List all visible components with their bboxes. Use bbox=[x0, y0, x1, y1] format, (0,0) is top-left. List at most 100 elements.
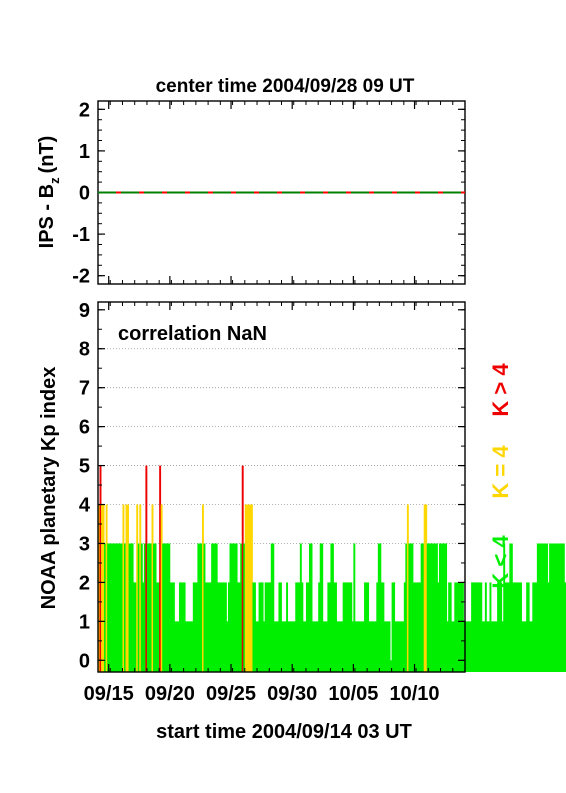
kp-bar bbox=[461, 582, 464, 672]
kp-y-tick-label: 4 bbox=[79, 495, 91, 517]
kp-bar bbox=[286, 582, 289, 672]
kp-bar bbox=[399, 621, 402, 672]
kp-bar bbox=[322, 621, 325, 672]
kp-bar bbox=[208, 582, 211, 672]
kp-bar bbox=[189, 621, 192, 672]
kp-bar bbox=[192, 582, 195, 672]
kp-bar bbox=[347, 582, 350, 672]
kp-bar bbox=[451, 621, 454, 672]
kp-bar bbox=[163, 543, 166, 672]
kp-bar bbox=[394, 621, 397, 672]
kp-bar bbox=[544, 543, 547, 672]
kp-bar bbox=[272, 543, 275, 672]
kp-bar bbox=[406, 504, 409, 672]
kp-bar bbox=[458, 582, 461, 672]
kp-bar bbox=[108, 543, 111, 672]
bz-y-axis-label: IPS - Bz (nT) bbox=[36, 136, 62, 249]
kp-bar bbox=[107, 543, 110, 672]
kp-bar bbox=[520, 582, 522, 672]
kp-bar bbox=[388, 621, 391, 672]
kp-bar bbox=[257, 621, 259, 672]
kp-bar bbox=[333, 582, 336, 672]
kp-bar bbox=[481, 621, 484, 672]
kp-bar bbox=[422, 543, 425, 672]
kp-bar bbox=[133, 582, 136, 672]
kp-bar bbox=[382, 582, 385, 672]
kp-bar bbox=[353, 543, 356, 672]
kp-bar bbox=[102, 504, 105, 672]
kp-bar bbox=[429, 543, 432, 672]
kp-bar bbox=[503, 543, 506, 672]
kp-bar bbox=[113, 543, 116, 672]
kp-bar bbox=[426, 543, 429, 672]
kp-bar bbox=[127, 504, 129, 672]
kp-bar bbox=[252, 582, 255, 672]
kp-bar bbox=[564, 582, 566, 672]
kp-bar bbox=[128, 543, 131, 672]
kp-bar bbox=[556, 543, 559, 672]
kp-bar bbox=[198, 543, 201, 672]
kp-bar bbox=[195, 582, 198, 672]
kp-bar bbox=[513, 582, 516, 672]
bz-y-axis: 2 1 0 -1 -2 bbox=[72, 99, 466, 288]
kp-bar bbox=[449, 582, 452, 672]
kp-bar bbox=[110, 543, 113, 672]
kp-bar bbox=[435, 543, 438, 672]
bz-panel: center time 2004/09/28 09 UT 2 1 0 -1 -2 IPS… bbox=[36, 76, 466, 288]
kp-bar bbox=[338, 621, 341, 672]
kp-bar bbox=[385, 621, 388, 672]
kp-bar bbox=[293, 621, 296, 672]
kp-bar bbox=[460, 582, 463, 672]
kp-bar bbox=[490, 621, 493, 672]
kp-bar bbox=[419, 582, 422, 672]
kp-y-tick-label: 8 bbox=[79, 339, 90, 361]
kp-bar bbox=[428, 543, 431, 672]
kp-bar bbox=[209, 582, 212, 672]
legend-item: K > 4 bbox=[488, 363, 513, 417]
kp-bar bbox=[402, 621, 405, 672]
kp-bar bbox=[312, 621, 315, 672]
kp-bar bbox=[246, 504, 249, 672]
kp-bar bbox=[489, 582, 492, 672]
kp-x-tick-label: 09/30 bbox=[267, 683, 317, 705]
kp-bar bbox=[182, 582, 185, 672]
kp-bar bbox=[374, 621, 377, 672]
kp-bar bbox=[273, 621, 276, 672]
kp-y-tick-label: 9 bbox=[79, 300, 90, 322]
kp-bar bbox=[211, 543, 214, 672]
kp-bar bbox=[425, 504, 428, 672]
kp-bar bbox=[390, 660, 392, 672]
kp-bar bbox=[414, 582, 417, 672]
kp-bar bbox=[535, 582, 538, 672]
kp-bar bbox=[250, 504, 253, 672]
kp-bar bbox=[387, 621, 389, 672]
kp-bar bbox=[558, 543, 561, 672]
kp-bar bbox=[154, 543, 157, 672]
kp-bar bbox=[483, 621, 486, 672]
kp-bar bbox=[255, 621, 258, 672]
kp-bar bbox=[290, 621, 293, 672]
kp-bar bbox=[492, 621, 495, 672]
bz-y-axis-label-subscript: z bbox=[47, 177, 62, 184]
kp-y-tick-label: 3 bbox=[79, 533, 90, 555]
kp-bar bbox=[179, 582, 181, 672]
kp-bar bbox=[411, 543, 414, 672]
kp-bar bbox=[287, 621, 290, 672]
kp-bar bbox=[357, 621, 360, 672]
kp-bar bbox=[224, 582, 227, 672]
kp-bar bbox=[325, 621, 328, 672]
kp-x-tick-label: 09/25 bbox=[206, 683, 256, 705]
bz-y-tick-label: 1 bbox=[79, 141, 90, 163]
kp-bar bbox=[345, 582, 348, 672]
kp-bar bbox=[215, 543, 218, 672]
kp-bar bbox=[344, 582, 347, 672]
kp-bar bbox=[223, 582, 226, 672]
kp-bar bbox=[166, 543, 169, 672]
kp-bar bbox=[218, 582, 221, 672]
kp-bar bbox=[443, 543, 446, 672]
kp-bar bbox=[553, 543, 556, 672]
kp-bar bbox=[370, 621, 373, 672]
kp-bar bbox=[354, 621, 357, 672]
kp-bar bbox=[188, 621, 191, 672]
